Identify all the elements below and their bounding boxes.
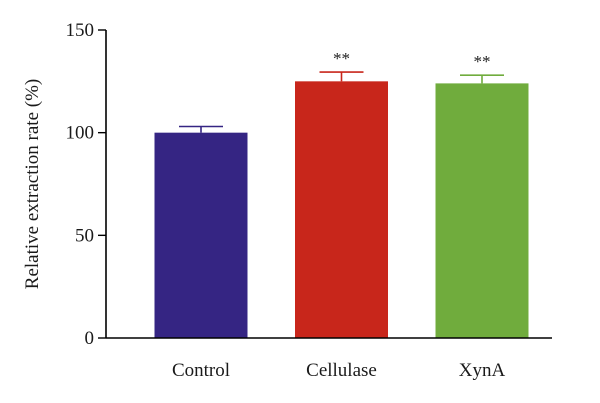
x-category-labels: Control Cellulase XynA	[172, 360, 506, 381]
y-tick-label-150: 150	[66, 20, 95, 41]
y-axis-title: Relative extraction rate (%)	[22, 79, 43, 289]
axes-group	[105, 30, 552, 339]
x-category-label-cellulase: Cellulase	[306, 360, 377, 381]
significance-xyna: **	[474, 52, 491, 71]
y-tick-label-0: 0	[85, 328, 95, 349]
y-ticks-group: 0 50 100 150	[66, 20, 106, 349]
bars-group	[154, 81, 529, 339]
x-category-label-control: Control	[172, 360, 230, 381]
y-tick-label-50: 50	[75, 225, 94, 246]
bar-cellulase	[295, 81, 388, 338]
y-tick-label-100: 100	[66, 123, 95, 144]
error-bars-group	[179, 71, 504, 133]
bar-control	[154, 132, 248, 338]
x-category-label-xyna: XynA	[459, 360, 506, 381]
significance-labels: ** **	[333, 49, 491, 71]
significance-cellulase: **	[333, 49, 350, 68]
bar-xyna	[435, 83, 529, 339]
